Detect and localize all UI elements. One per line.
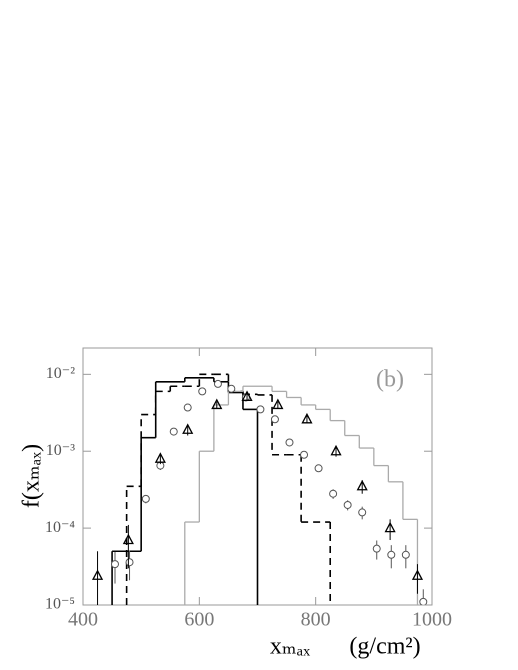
circle-point — [227, 384, 236, 393]
x-axis-label: xₘₐₓ — [270, 634, 310, 660]
circle-point — [419, 597, 428, 605]
x-tick-label: 600 — [184, 609, 214, 631]
circle-point — [329, 489, 338, 498]
triangle-point — [330, 444, 342, 456]
y-tick-label: 10⁻³ — [46, 442, 75, 459]
circle-point — [285, 438, 294, 447]
circle-point — [213, 379, 222, 388]
circle-point — [314, 464, 323, 473]
triangle-point — [356, 479, 368, 491]
triangle-point — [182, 423, 194, 434]
plot-area — [91, 373, 428, 605]
triangle-point — [211, 398, 223, 410]
circle-point — [256, 405, 265, 414]
triangle-point — [241, 390, 253, 401]
circle-point — [401, 550, 410, 559]
circle-point — [358, 508, 367, 517]
x-axis-unit: (g/cm²) — [349, 634, 420, 660]
triangle-point — [91, 569, 104, 580]
circle-point — [169, 427, 178, 436]
circle-point — [183, 403, 192, 412]
x-tick-label: 400 — [68, 609, 98, 631]
y-axis-label: f(xₘₐₓ) — [19, 444, 45, 508]
x-tick-label: 800 — [301, 609, 331, 631]
circle-point — [270, 415, 279, 424]
triangle-point — [154, 452, 166, 463]
y-tick-label: 10⁻⁵ — [45, 596, 75, 613]
y-tick-label: 10⁻⁴ — [45, 519, 75, 536]
x-tick-label: 1000 — [412, 609, 452, 631]
circle-point — [198, 387, 207, 396]
triangle-point — [384, 521, 396, 533]
circle-point — [110, 560, 119, 569]
triangle-point — [411, 569, 424, 580]
circle-point — [343, 500, 352, 509]
panel-label: (b) — [376, 367, 404, 393]
circle-point — [300, 450, 309, 459]
triangle-point — [122, 533, 134, 545]
circle-point — [372, 544, 381, 553]
y-tick-label: 10⁻² — [46, 365, 75, 382]
circle-point — [141, 494, 150, 503]
triangle-point — [301, 412, 313, 424]
circle-point — [125, 558, 134, 567]
axes: 400 600 800 1000 10⁻⁵ 10⁻⁴ 10⁻³ 10⁻² — [45, 348, 452, 631]
circle-point — [387, 550, 396, 559]
triangle-point — [272, 398, 284, 410]
